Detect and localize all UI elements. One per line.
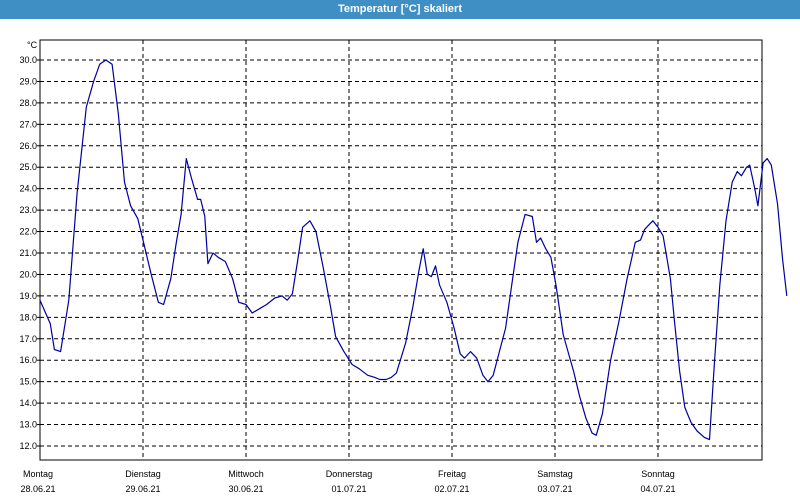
y-tick-label: 16.0 [19, 355, 37, 365]
y-tick-label: 22.0 [19, 227, 37, 237]
x-date-label: 03.07.21 [537, 484, 572, 494]
y-tick-label: 27.0 [19, 119, 37, 129]
y-tick-label: 30.0 [19, 55, 37, 65]
y-tick-label: 25.0 [19, 162, 37, 172]
y-tick-label: 24.0 [19, 184, 37, 194]
y-tick-label: 20.0 [19, 269, 37, 279]
x-day-label: Samstag [537, 469, 573, 479]
x-day-label: Donnerstag [326, 469, 373, 479]
y-tick-label: 29.0 [19, 76, 37, 86]
x-date-label: 29.06.21 [125, 484, 160, 494]
y-tick-label: 21.0 [19, 248, 37, 258]
temperature-series-line [39, 59, 788, 441]
y-unit-label: °C [27, 40, 38, 50]
y-tick-label: 13.0 [19, 420, 37, 430]
chart-title: Temperatur [°C] skaliert [0, 0, 800, 19]
y-tick-label: 26.0 [19, 141, 37, 151]
y-tick-label: 15.0 [19, 377, 37, 387]
x-day-label: Dienstag [125, 469, 161, 479]
plot-area-border [39, 39, 763, 461]
y-tick-label: 19.0 [19, 291, 37, 301]
x-day-label: Freitag [438, 469, 466, 479]
temperature-chart: °C 12.0 13.0 14.0 15.0 16.0 17.0 18.0 19.0 20.0 2… [19, 39, 788, 494]
x-date-label: 02.07.21 [434, 484, 469, 494]
x-day-label: Montag [23, 469, 53, 479]
x-day-label: Sonntag [641, 469, 675, 479]
x-day-label: Mittwoch [228, 469, 264, 479]
y-tick-label: 28.0 [19, 98, 37, 108]
x-date-label: 04.07.21 [640, 484, 675, 494]
y-tick-label: 23.0 [19, 205, 37, 215]
y-tick-label: 12.0 [19, 441, 37, 451]
y-tick-label: 14.0 [19, 398, 37, 408]
y-tick-label: 17.0 [19, 334, 37, 344]
y-tick-label: 18.0 [19, 312, 37, 322]
x-date-label: 28.06.21 [20, 484, 55, 494]
x-date-label: 30.06.21 [228, 484, 263, 494]
x-date-label: 01.07.21 [331, 484, 366, 494]
